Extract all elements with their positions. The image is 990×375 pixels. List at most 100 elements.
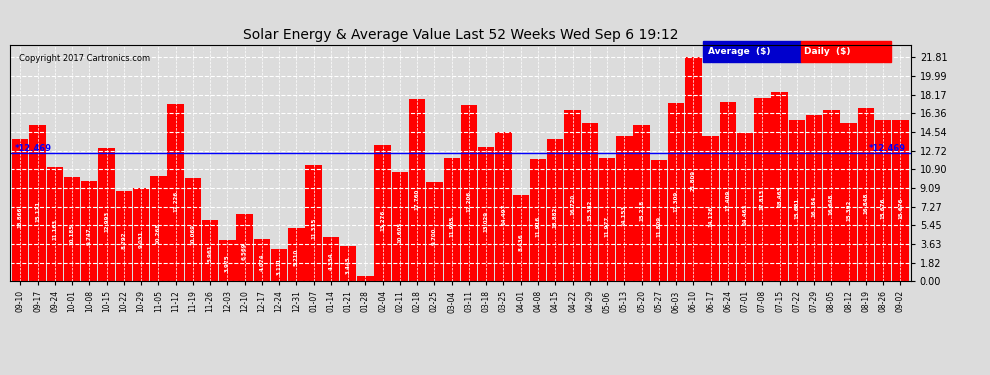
Bar — [841, 123, 857, 281]
Bar — [133, 189, 149, 281]
Text: *12.469: *12.469 — [15, 144, 51, 153]
Text: 13.882: 13.882 — [552, 207, 557, 228]
Bar — [444, 158, 460, 281]
Bar — [801, 41, 891, 62]
Text: 5.210: 5.210 — [294, 249, 299, 266]
Bar — [581, 123, 598, 281]
Text: 11.335: 11.335 — [311, 218, 316, 240]
Text: 4.354: 4.354 — [329, 252, 334, 270]
Bar — [754, 98, 770, 281]
Bar — [599, 158, 615, 281]
Text: 17.309: 17.309 — [673, 190, 678, 212]
Bar — [81, 181, 97, 281]
Text: 10.185: 10.185 — [69, 224, 74, 245]
Bar — [30, 125, 46, 281]
Text: 17.409: 17.409 — [726, 190, 731, 211]
Text: 18.463: 18.463 — [777, 185, 782, 207]
Bar — [530, 159, 546, 281]
Bar — [547, 139, 563, 281]
Text: 8.792: 8.792 — [122, 232, 127, 249]
Bar — [513, 195, 529, 281]
Text: 10.069: 10.069 — [190, 224, 195, 245]
Text: 15.382: 15.382 — [587, 200, 592, 221]
Bar — [306, 165, 322, 281]
Bar — [374, 145, 391, 281]
Text: 11.965: 11.965 — [449, 215, 454, 237]
Text: 11.977: 11.977 — [605, 215, 610, 237]
Text: 16.848: 16.848 — [863, 193, 868, 214]
Bar — [892, 120, 909, 281]
Bar — [702, 136, 719, 281]
Bar — [12, 139, 29, 281]
Text: 15.676: 15.676 — [881, 198, 886, 219]
Bar — [720, 102, 736, 281]
Bar — [47, 166, 63, 281]
Bar — [616, 136, 633, 281]
Bar — [288, 228, 305, 281]
Bar — [634, 125, 649, 281]
Text: 11.163: 11.163 — [52, 219, 57, 240]
Bar — [495, 132, 512, 281]
Text: 21.809: 21.809 — [691, 170, 696, 191]
Text: 5.961: 5.961 — [208, 245, 213, 262]
Text: 15.218: 15.218 — [640, 200, 644, 222]
Bar — [219, 240, 236, 281]
Bar — [340, 246, 356, 281]
Text: 17.226: 17.226 — [173, 191, 178, 212]
Text: 15.676: 15.676 — [898, 198, 903, 219]
Bar — [185, 178, 201, 281]
Bar — [875, 120, 891, 281]
Bar — [253, 239, 270, 281]
Bar — [703, 41, 801, 62]
Text: Copyright 2017 Cartronics.com: Copyright 2017 Cartronics.com — [19, 54, 150, 63]
Bar — [392, 172, 408, 281]
Title: Solar Energy & Average Value Last 52 Weeks Wed Sep 6 19:12: Solar Energy & Average Value Last 52 Wee… — [243, 28, 678, 42]
Text: 6.569: 6.569 — [243, 242, 248, 260]
Bar — [737, 133, 753, 281]
Text: 4.074: 4.074 — [259, 254, 264, 271]
Bar — [668, 104, 684, 281]
Text: Daily  ($): Daily ($) — [804, 47, 850, 56]
Bar — [167, 104, 184, 281]
Text: 10.268: 10.268 — [155, 223, 160, 245]
Bar — [685, 57, 702, 281]
Text: *12.469: *12.469 — [869, 144, 906, 153]
Text: 9.031: 9.031 — [139, 231, 144, 248]
Bar — [271, 249, 287, 281]
Text: 10.605: 10.605 — [397, 222, 403, 243]
Text: 16.648: 16.648 — [829, 194, 834, 215]
Bar — [857, 108, 874, 281]
Text: 13.029: 13.029 — [484, 210, 489, 232]
Bar — [357, 276, 373, 281]
Text: 14.463: 14.463 — [742, 204, 747, 225]
Text: 13.866: 13.866 — [18, 207, 23, 228]
Bar — [564, 110, 581, 281]
Bar — [323, 237, 340, 281]
Text: 17.206: 17.206 — [466, 191, 471, 212]
Text: 3.975: 3.975 — [225, 254, 230, 272]
Text: Average  ($): Average ($) — [708, 47, 770, 56]
Bar — [98, 148, 115, 281]
Bar — [409, 99, 426, 281]
Bar — [116, 191, 132, 281]
Bar — [478, 147, 494, 281]
Text: 15.681: 15.681 — [794, 198, 799, 219]
Bar — [202, 220, 219, 281]
Text: 16.720: 16.720 — [570, 194, 575, 214]
Bar — [650, 160, 667, 281]
Text: 14.126: 14.126 — [708, 206, 713, 226]
Text: 12.993: 12.993 — [104, 211, 109, 232]
Text: 15.392: 15.392 — [846, 200, 851, 221]
Bar — [771, 92, 788, 281]
Text: 13.276: 13.276 — [380, 209, 385, 231]
Text: 11.916: 11.916 — [536, 216, 541, 237]
Text: 8.436: 8.436 — [518, 234, 524, 251]
Bar — [460, 105, 477, 281]
Text: 17.813: 17.813 — [760, 188, 765, 210]
Text: 11.809: 11.809 — [656, 216, 661, 237]
Text: 15.171: 15.171 — [35, 201, 40, 222]
Bar — [150, 176, 166, 281]
Bar — [789, 120, 805, 281]
Text: 17.760: 17.760 — [415, 189, 420, 210]
Text: 3.445: 3.445 — [346, 256, 350, 274]
